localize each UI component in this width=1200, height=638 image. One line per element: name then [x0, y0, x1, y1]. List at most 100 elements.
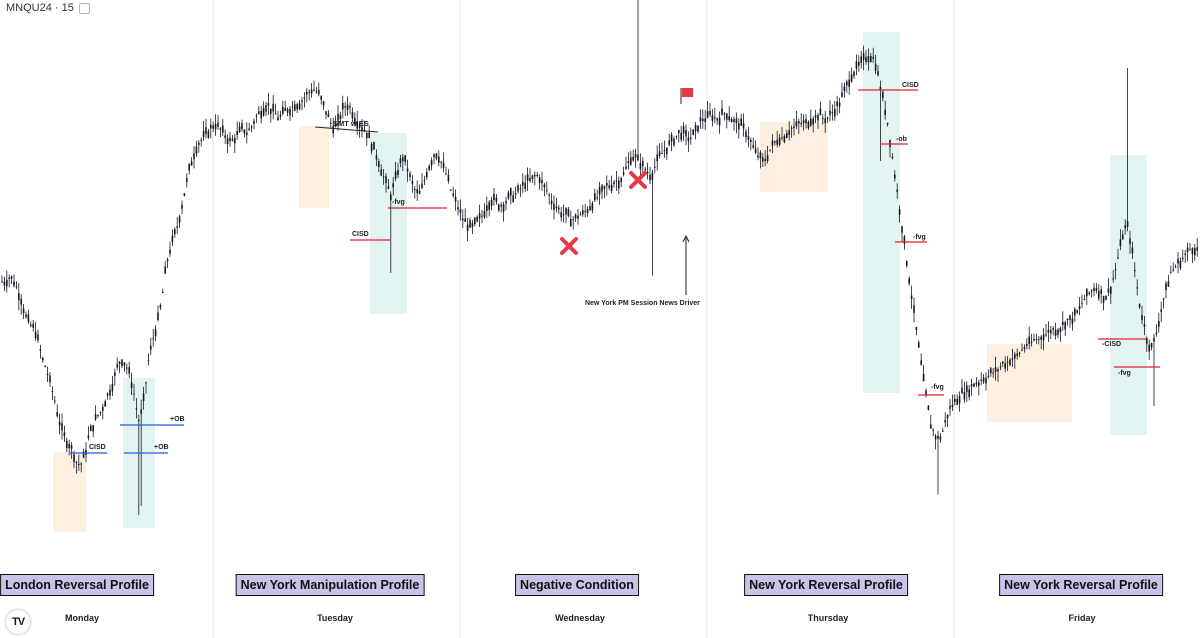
- candle-body: [282, 106, 284, 114]
- candle-body: [274, 113, 277, 115]
- candle-body: [286, 108, 289, 113]
- candle-body: [596, 197, 598, 199]
- candle-body: [104, 401, 106, 407]
- candle-body: [1114, 269, 1117, 271]
- candle-body: [877, 71, 879, 76]
- candle-body: [918, 342, 920, 348]
- candle-body: [1148, 344, 1150, 352]
- candle-body: [1066, 318, 1069, 320]
- candle-body: [510, 188, 512, 196]
- candle-body: [471, 222, 474, 228]
- candle-body: [181, 204, 183, 209]
- candle-body: [111, 383, 114, 392]
- candle-body: [421, 183, 423, 188]
- candle-body: [692, 129, 694, 135]
- candle-body: [1062, 321, 1064, 326]
- candle-body: [1086, 288, 1088, 297]
- candle-body: [327, 113, 330, 117]
- candle-body: [956, 398, 958, 405]
- candle-body: [879, 86, 882, 91]
- candle-body: [603, 186, 606, 189]
- candle-body: [121, 359, 123, 367]
- candle-body: [738, 123, 740, 130]
- candle-body: [642, 161, 644, 167]
- candle-body: [730, 119, 733, 123]
- tradingview-logo[interactable]: TV: [6, 610, 30, 634]
- candle-body: [195, 146, 198, 154]
- candle-body: [39, 349, 42, 351]
- candle-body: [798, 121, 800, 124]
- candle-body: [630, 157, 632, 165]
- candle-body: [836, 101, 838, 107]
- candle-body: [1172, 269, 1174, 271]
- candle-body: [1030, 341, 1033, 344]
- candle-body: [205, 127, 207, 134]
- profile-label-friday: New York Reversal Profile: [999, 574, 1163, 596]
- candle-body: [930, 424, 932, 429]
- candle-body: [78, 464, 80, 465]
- candle-body: [572, 219, 574, 221]
- candle-body: [534, 175, 536, 177]
- candle-body: [723, 113, 726, 115]
- candle-body: [308, 91, 310, 93]
- candle-body: [829, 110, 831, 115]
- candle-body: [409, 173, 411, 178]
- candle-body: [726, 113, 728, 120]
- candle-body: [1004, 363, 1006, 369]
- candle-body: [241, 123, 243, 130]
- candle-body: [183, 193, 186, 196]
- candle-body: [207, 131, 210, 138]
- candle-body: [850, 74, 853, 82]
- candle-body: [582, 210, 584, 215]
- candle-body: [908, 278, 910, 284]
- candle-body: [862, 53, 865, 61]
- candle-body: [142, 393, 145, 401]
- collapse-icon[interactable]: [78, 2, 90, 14]
- candle-body: [1059, 327, 1062, 333]
- candle-body: [826, 117, 829, 119]
- smt-annotation: SMT w ES: [333, 119, 369, 128]
- candle-body: [380, 169, 382, 176]
- candle-body: [589, 206, 591, 210]
- candle-body: [94, 414, 97, 420]
- candle-body: [1045, 334, 1047, 336]
- candle-body: [44, 366, 46, 368]
- tradingview-logo-text: TV: [11, 616, 25, 628]
- candle-body: [27, 314, 30, 322]
- candle-body: [958, 396, 961, 404]
- candle-body: [296, 104, 298, 110]
- candle-body: [514, 193, 517, 195]
- candle-body: [198, 142, 200, 146]
- candle-body: [310, 89, 313, 94]
- candle-body: [961, 387, 963, 394]
- candle-body: [968, 389, 970, 398]
- candle-body: [450, 189, 452, 191]
- candle-body: [769, 149, 771, 151]
- orange-zone: [53, 452, 86, 532]
- candle-body: [270, 108, 272, 114]
- candle-body: [690, 137, 692, 139]
- candle-body: [34, 331, 37, 339]
- orange-zone: [299, 126, 329, 208]
- candle-body: [706, 111, 709, 118]
- level-label: -fvg: [931, 384, 944, 391]
- candle-body: [342, 103, 344, 110]
- candle-body: [778, 137, 781, 145]
- candle-body: [1189, 249, 1191, 251]
- ticker-header: MNQU24 · 15: [6, 2, 90, 14]
- candle-body: [997, 369, 999, 372]
- candle-body: [476, 216, 478, 222]
- candle-body: [963, 392, 966, 400]
- candle-body: [294, 104, 296, 111]
- candle-body: [1131, 247, 1134, 254]
- candle-body: [541, 179, 543, 184]
- candle-body: [1146, 338, 1148, 344]
- candle-body: [1026, 344, 1028, 346]
- candle-body: [154, 329, 157, 337]
- candle-body: [106, 393, 109, 396]
- candle-body: [661, 153, 663, 155]
- candle-body: [1047, 329, 1050, 333]
- candle-body: [70, 444, 73, 449]
- candle-body: [637, 154, 639, 161]
- candle-body: [356, 121, 358, 129]
